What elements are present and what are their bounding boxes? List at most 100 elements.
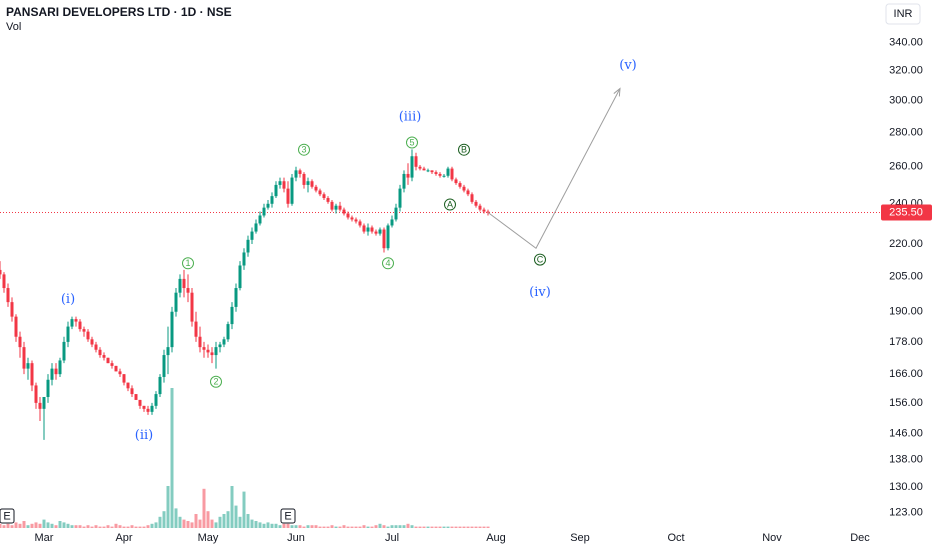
wave-label: 1: [185, 258, 190, 268]
y-tick-label: 300.00: [889, 95, 923, 107]
candle-body: [90, 339, 94, 345]
wave-circle: [382, 257, 394, 270]
candle-body: [294, 170, 298, 178]
volume-bar: [434, 526, 438, 528]
y-tick-label: 320.00: [889, 65, 923, 77]
volume-label: Vol: [6, 21, 21, 33]
volume-bar: [314, 525, 318, 528]
candle-body: [286, 188, 290, 204]
candle-body: [78, 321, 82, 330]
volume-bar: [66, 523, 70, 528]
candle-body: [398, 188, 402, 208]
candle-body: [146, 408, 150, 412]
candle-body: [34, 385, 38, 403]
volume-bar: [350, 526, 354, 528]
volume-bar: [238, 516, 242, 528]
volume-bar: [446, 526, 450, 528]
candle-body: [406, 173, 410, 178]
volume-bar: [458, 526, 462, 528]
candle-body: [462, 186, 466, 191]
volume-bar: [70, 525, 74, 528]
volume-bar: [94, 525, 98, 528]
y-tick-label: 340.00: [889, 37, 923, 49]
candle-body: [170, 311, 174, 348]
volume-bar: [122, 526, 126, 528]
volume-bar: [174, 508, 178, 528]
wave-circle: [298, 143, 310, 156]
event-box: [280, 508, 296, 524]
volume-bar: [98, 526, 102, 528]
candle-body: [66, 326, 70, 342]
volume-bar: [482, 526, 486, 528]
candle-body: [210, 352, 214, 356]
candle-body: [410, 156, 414, 178]
candle-body: [58, 360, 62, 375]
x-tick-label: Jul: [385, 532, 399, 544]
volume-bar: [286, 523, 290, 528]
candle-body: [466, 190, 470, 195]
candle-body: [470, 194, 474, 202]
wave-label: B: [461, 145, 467, 155]
wave-circle: [534, 253, 546, 266]
candle-body: [334, 205, 338, 210]
volume-bar: [138, 526, 142, 528]
candle-body: [110, 363, 114, 366]
volume-bar: [266, 522, 270, 528]
candle-body: [422, 168, 426, 171]
volume-bar: [378, 523, 382, 528]
candle-body: [290, 177, 294, 204]
y-tick-label: 123.00: [889, 507, 923, 519]
currency-box[interactable]: [885, 3, 921, 25]
candle-body: [302, 173, 306, 185]
last-price-box: [881, 204, 932, 221]
y-tick-label: 138.00: [889, 453, 923, 465]
candle-body: [26, 363, 30, 369]
candle-body: [6, 288, 10, 303]
candle-body: [182, 278, 186, 289]
candle-body: [438, 173, 442, 176]
x-tick-label: May: [198, 532, 219, 544]
candle-body: [386, 225, 390, 249]
volume-bar: [46, 522, 50, 528]
x-tick-label: Apr: [115, 532, 132, 544]
volume-bar: [330, 525, 334, 528]
candle-body: [190, 292, 194, 322]
candle-body: [154, 394, 158, 406]
volume-bar: [154, 522, 158, 528]
wave-label: A: [447, 199, 453, 209]
y-tick-label: 220.00: [889, 238, 923, 250]
candle-body: [394, 207, 398, 220]
volume-bar: [82, 526, 86, 528]
volume-bar: [262, 523, 266, 528]
volume-bar: [2, 525, 6, 528]
volume-bar: [190, 522, 194, 528]
volume-bar: [454, 526, 458, 528]
projection-line: [487, 88, 621, 249]
volume-bar: [258, 522, 262, 528]
candle-body: [426, 170, 430, 172]
wave-label: 4: [385, 258, 390, 268]
candle-body: [94, 344, 98, 350]
x-tick-label: Dec: [850, 532, 870, 544]
volume-bar: [42, 519, 46, 528]
currency[interactable]: INR: [894, 8, 913, 20]
chart-title: PANSARI DEVELOPERS LTD · 1D · NSE: [6, 5, 232, 19]
volume-bar: [102, 526, 106, 528]
candle-body: [366, 227, 370, 232]
y-tick-label: 166.00: [889, 368, 923, 380]
wave-label: (ii): [135, 428, 153, 443]
volume-bar: [130, 525, 134, 528]
wave-circle: [182, 257, 194, 270]
volume-bar: [150, 523, 154, 528]
volume-bar: [358, 526, 362, 528]
volume-bar: [22, 521, 26, 528]
volume-bar: [54, 525, 58, 528]
candle-body: [238, 265, 242, 289]
candle-body: [202, 347, 206, 350]
candle-body: [402, 173, 406, 189]
candle-body: [198, 336, 202, 348]
candle-body: [226, 324, 230, 340]
wave-circle: [210, 375, 222, 388]
event-label: E: [3, 510, 10, 522]
volume-bar: [406, 523, 410, 528]
